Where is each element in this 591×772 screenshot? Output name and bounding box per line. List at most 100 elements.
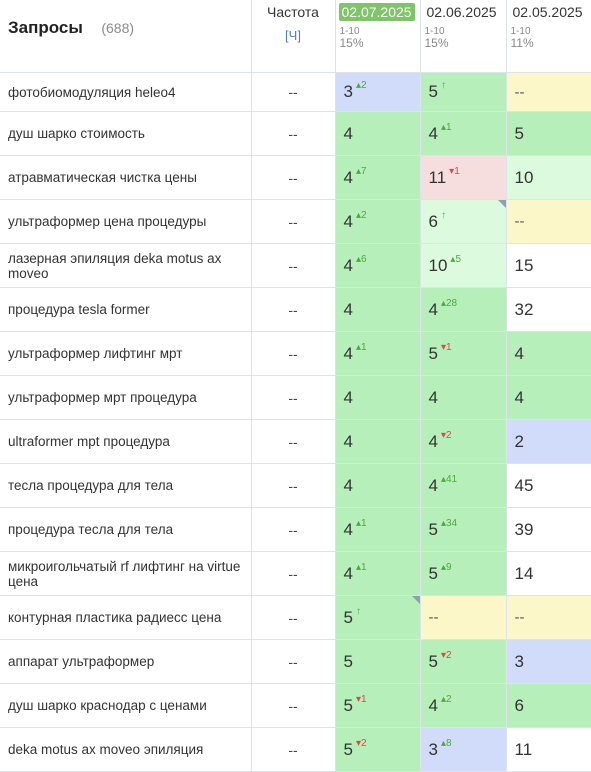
query-text[interactable]: ультраформер лифтинг мрт [0,331,252,376]
position-cell[interactable]: 4 ▴6 [335,243,421,288]
position-value: 4 [514,387,524,407]
position-cell[interactable]: 4 ▴1 [420,111,507,156]
arrow-up-icon: ▴ [355,80,361,91]
query-text[interactable]: фотобиомодуляция heleo4 [0,72,252,112]
delta-up: ▴34 [441,518,457,529]
query-text[interactable]: процедура тесла для тела [0,507,252,552]
query-text[interactable]: ультраформер мрт процедура [0,375,252,420]
position-cell[interactable]: 10 [506,155,591,200]
query-text[interactable]: атравматическая чистка цены [0,155,252,200]
delta-up: ▴1 [356,518,367,529]
position-cell[interactable]: 45 [506,463,591,508]
date-range: 1-10 [339,26,360,37]
position-cell[interactable]: 11 ▾1 [420,155,507,200]
position-value: 3 [428,739,438,759]
delta-up: ▴1 [356,562,367,573]
position-cell[interactable]: 4 [335,375,421,420]
position-cell[interactable]: 5 ↑ [335,595,421,640]
query-text[interactable]: душ шарко краснодар с ценами [0,683,252,728]
position-cell[interactable]: 4 [506,375,591,420]
date-label[interactable]: 02.06.2025 [426,4,497,20]
position-cell[interactable]: 5 ↑ [420,72,507,112]
position-cell[interactable]: 14 [506,551,591,596]
position-cell[interactable]: 4 [335,463,421,508]
position-cell[interactable]: 15 [506,243,591,288]
date-label[interactable]: 02.05.2025 [512,4,583,20]
table-row: фотобиомодуляция heleo4 -- 3 ▴2 5 ↑ -- [0,72,591,112]
date-label[interactable]: 02.07.2025 [338,3,415,21]
arrow-down-icon: ▾ [449,165,455,177]
date-column-header[interactable]: 02.05.2025 1-10 11% [506,0,591,73]
position-cell[interactable]: 3 [506,639,591,684]
position-value: 6 [514,695,524,715]
date-column-header[interactable]: 02.07.2025 1-10 15% [335,0,421,73]
position-cell[interactable]: 32 [506,287,591,332]
position-value: 4 [343,211,353,231]
query-text[interactable]: лазерная эпиляция deka motus ax moveo [0,243,252,288]
arrow-up-icon: ▴ [355,209,361,221]
position-cell[interactable]: 5 ▾1 [420,331,507,376]
frequency-cell: -- [251,243,336,288]
position-cell[interactable]: 3 ▴8 [420,727,507,772]
position-cell[interactable]: 5 [506,111,591,156]
query-text[interactable]: контурная пластика радиесс цена [0,595,252,640]
position-cell[interactable]: -- [420,595,507,640]
position-cell[interactable]: 4 [335,111,421,156]
position-cell[interactable]: 4 ▴7 [335,155,421,200]
delta-value: 6 [361,253,367,265]
query-text[interactable]: тесла процедура для тела [0,463,252,508]
position-cell[interactable]: 5 [335,639,421,684]
position-cell[interactable]: 5 ▴34 [420,507,507,552]
position-cell[interactable]: 11 [506,727,591,772]
position-cell[interactable]: 6 [506,683,591,728]
position-cell[interactable]: 5 ▴9 [420,551,507,596]
position-cell[interactable]: 4 ▴41 [420,463,507,508]
date-column-header[interactable]: 02.06.2025 1-10 15% [420,0,507,73]
query-text[interactable]: deka motus ax moveo эпиляция [0,727,252,772]
query-text[interactable]: микроигольчатый rf лифтинг на virtue цен… [0,551,252,596]
delta-value: 41 [446,473,458,485]
position-cell[interactable]: 4 ▴28 [420,287,507,332]
position-cell[interactable]: 4 ▴2 [420,683,507,728]
frequency-cell: -- [251,331,336,376]
position-cell[interactable]: 4 ▴1 [335,507,421,552]
position-cell[interactable]: -- [506,199,591,244]
query-text[interactable]: процедура tesla former [0,287,252,332]
position-cell[interactable]: 5 ▾2 [335,727,421,772]
position-cell[interactable]: 6 ↑ [420,199,507,244]
position-cell[interactable]: 4 ▴1 [335,331,421,376]
query-text[interactable]: аппарат ультраформер [0,639,252,684]
position-cell[interactable]: 4 [335,287,421,332]
delta-value: 1 [454,165,460,177]
position-cell[interactable]: 39 [506,507,591,552]
query-text[interactable]: ультраформер цена процедуры [0,199,252,244]
position-cell[interactable]: -- [506,595,591,640]
position-cell[interactable]: 2 [506,419,591,464]
position-cell[interactable]: 5 ▾1 [335,683,421,728]
query-text[interactable]: ultraformer mpt процедура [0,419,252,464]
position-cell[interactable]: 10 ▴5 [420,243,507,288]
table-row: процедура тесла для тела -- 4 ▴1 5 ▴34 39 [0,507,591,552]
frequency-mode-toggle[interactable]: [Ч] [285,28,301,43]
position-value: 2 [514,431,524,451]
query-text[interactable]: душ шарко стоимость [0,111,252,156]
position-cell[interactable]: 4 ▾2 [420,419,507,464]
table-row: душ шарко стоимость -- 4 4 ▴1 5 [0,111,591,156]
arrow-up-icon: ▴ [450,253,456,265]
position-cell[interactable]: 5 ▾2 [420,639,507,684]
position-value: 4 [343,563,353,583]
position-cell[interactable]: -- [506,72,591,112]
position-cell[interactable]: 4 [335,419,421,464]
delta-up: ↑ [355,605,361,617]
position-cell[interactable]: 4 [506,331,591,376]
position-cell[interactable]: 4 ▴1 [335,551,421,596]
position-cell[interactable]: 3 ▴2 [335,72,421,112]
table-row: ультраформер лифтинг мрт -- 4 ▴1 5 ▾1 4 [0,331,591,376]
table-row: ультраформер цена процедуры -- 4 ▴2 6 ↑ -- [0,199,591,244]
position-cell[interactable]: 4 ▴2 [335,199,421,244]
position-cell[interactable]: 4 [420,375,507,420]
frequency-cell: -- [251,287,336,332]
position-value: 10 [428,255,448,275]
frequency-cell: -- [251,683,336,728]
position-value: 4 [343,519,353,539]
